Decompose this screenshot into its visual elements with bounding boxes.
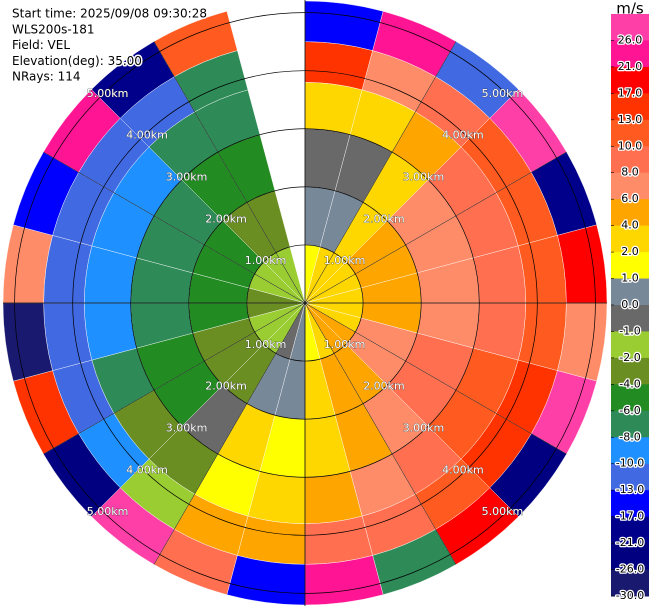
- ring-label: 1.00km: [245, 338, 287, 351]
- ring-label: 5.00km: [87, 505, 129, 518]
- colorbar-band: [611, 40, 649, 68]
- ring-label: 4.00km: [442, 463, 484, 476]
- colorbar-band: [611, 357, 649, 385]
- colorbar-band: [611, 225, 649, 253]
- info-line: NRays: 114: [12, 70, 81, 84]
- colorbar-tick-label: 4.0: [621, 219, 639, 232]
- velocity-cell: [517, 235, 567, 304]
- velocity-cell: [153, 11, 238, 77]
- velocity-cell: [237, 515, 306, 565]
- ring-label: 2.00km: [205, 380, 247, 393]
- colorbar-band: [611, 437, 649, 465]
- colorbar-band: [611, 384, 649, 412]
- colorbar-tick-label: 10.0: [618, 139, 643, 152]
- colorbar-tick-label: -2.0: [619, 351, 640, 364]
- colorbar-tick-label: 2.0: [621, 245, 639, 258]
- colorbar-tick-label: 13.0: [618, 113, 643, 126]
- colorbar-band: [611, 490, 649, 518]
- colorbar-band: [611, 66, 649, 94]
- ring-label: 4.00km: [442, 129, 484, 142]
- spoke-line: [153, 41, 306, 304]
- ring-label: 2.00km: [363, 212, 405, 225]
- info-block: Start time: 2025/09/08 09:30:28WLS200s-1…: [11, 5, 209, 85]
- colorbar-band: [611, 463, 649, 491]
- ring-label: 4.00km: [126, 129, 168, 142]
- colorbar-tick-label: -8.0: [619, 430, 640, 443]
- colorbar-band: [611, 119, 649, 147]
- velocity-cell: [304, 515, 373, 565]
- ring-label: 3.00km: [166, 171, 208, 184]
- velocity-cell: [43, 235, 93, 304]
- colorbar-tick-label: 0.0: [621, 298, 639, 311]
- colorbar-band: [611, 331, 649, 359]
- spoke-line: [304, 302, 567, 455]
- spoke-line: [304, 41, 457, 304]
- range-ring: [246, 244, 364, 362]
- colorbar-band: [611, 93, 649, 121]
- grid: [3, 0, 607, 606]
- ring-label: 1.00km: [324, 338, 366, 351]
- velocity-cell: [304, 41, 373, 91]
- ring-label: 4.00km: [126, 463, 168, 476]
- colorbar-tick-label: -4.0: [619, 377, 640, 390]
- range-ring: [130, 128, 480, 478]
- ring-label: 3.00km: [403, 421, 445, 434]
- ring-label: 5.00km: [482, 505, 524, 518]
- colorbar-tick-label: 8.0: [621, 166, 639, 179]
- colorbar: m/s 26.0 21.0 17.0 13.0 10.0 8.0 6.0 4.0 2.0 1.0 0…: [611, 0, 649, 603]
- spoke-line: [43, 302, 306, 455]
- colorbar-band: [611, 278, 649, 306]
- range-ring: [188, 186, 422, 420]
- colorbar-band: [611, 146, 649, 174]
- colorbar-tick-label: -13.0: [616, 483, 644, 496]
- velocity-field: [2, 0, 608, 606]
- range-ring: [14, 12, 596, 594]
- colorbar-band: [611, 14, 649, 41]
- velocity-cell: [517, 302, 567, 371]
- spoke-line: [153, 302, 306, 565]
- ring-label: 2.00km: [205, 212, 247, 225]
- colorbar-tick-label: 21.0: [618, 60, 643, 73]
- ring-label: 1.00km: [245, 254, 287, 267]
- ring-label: 5.00km: [87, 87, 129, 100]
- colorbar-tick-label: 17.0: [618, 86, 643, 99]
- ring-label: 1.00km: [324, 254, 366, 267]
- colorbar-band: [611, 305, 649, 332]
- colorbar-band: [611, 199, 649, 227]
- spoke-line: [304, 302, 457, 565]
- colorbar-title: m/s: [616, 0, 644, 18]
- colorbar-tick-label: -10.0: [616, 457, 644, 470]
- info-line: WLS200s-181: [12, 22, 95, 36]
- info-line: Elevation(deg): 35.00: [12, 54, 142, 68]
- colorbar-band: [611, 410, 649, 438]
- colorbar-tick-label: -17.0: [616, 510, 644, 523]
- colorbar-band: [611, 172, 649, 200]
- velocity-cell: [43, 302, 93, 371]
- spoke-line: [304, 151, 567, 304]
- colorbar-tick-label: -1.0: [619, 324, 640, 337]
- colorbar-band: [611, 543, 649, 571]
- ring-labels: 1.00km 1.00km 1.00km 1.00km 2.00km 2.00km 2.00…: [86, 87, 524, 519]
- ring-label: 3.00km: [403, 171, 445, 184]
- colorbar-tick-label: -30.0: [616, 589, 644, 602]
- ring-label: 5.00km: [482, 87, 524, 100]
- colorbar-tick-label: 1.0: [621, 272, 639, 285]
- info-line: Field: VEL: [12, 38, 70, 52]
- colorbar-tick-label: -21.0: [616, 536, 644, 549]
- colorbar-tick-label: -6.0: [619, 404, 640, 417]
- colorbar-tick-label: -26.0: [616, 563, 644, 576]
- colorbar-tick-label: 26.0: [618, 33, 643, 46]
- range-ring: [72, 70, 538, 536]
- colorbar-tick-label: 6.0: [621, 192, 639, 205]
- info-line: Start time: 2025/09/08 09:30:28: [12, 7, 207, 21]
- colorbar-band: [611, 569, 649, 597]
- spoke-line: [43, 151, 306, 304]
- ring-label: 3.00km: [166, 421, 208, 434]
- ring-label: 2.00km: [363, 380, 405, 393]
- colorbar-band: [611, 516, 649, 544]
- colorbar-band: [611, 252, 649, 280]
